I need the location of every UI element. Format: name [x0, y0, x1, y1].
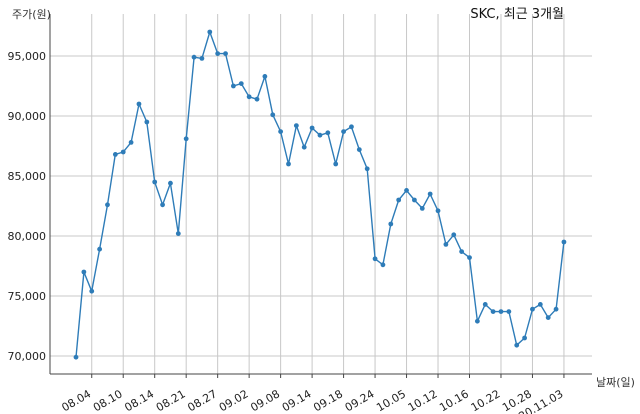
data-point: [175, 231, 181, 237]
data-point: [333, 161, 339, 167]
data-point: [223, 51, 228, 56]
data-point: [356, 147, 362, 153]
x-tick-label: 10.05: [374, 387, 408, 414]
data-point: [443, 242, 449, 247]
data-point: [404, 188, 409, 193]
x-tick-label: 09.02: [217, 387, 251, 414]
data-point: [309, 125, 315, 131]
data-point: [136, 101, 142, 107]
data-point: [388, 221, 394, 227]
x-axis-title: 날짜(일): [596, 375, 635, 389]
data-point: [231, 83, 236, 89]
data-point: [317, 132, 323, 138]
x-tick-label: 08.27: [185, 387, 219, 414]
data-points: [73, 29, 567, 360]
data-point: [301, 144, 307, 150]
data-point: [183, 136, 189, 142]
data-point: [278, 129, 284, 135]
y-tick-label: 90,000: [8, 110, 47, 123]
axes: [49, 14, 592, 378]
data-point: [349, 124, 354, 130]
data-point: [105, 202, 110, 208]
data-point: [474, 318, 480, 324]
x-tick-label: 10.16: [437, 387, 471, 414]
y-tick-label: 80,000: [8, 230, 47, 243]
data-point: [97, 246, 103, 252]
series-line: [75, 31, 565, 358]
data-point: [435, 208, 441, 214]
data-point: [522, 335, 527, 341]
tick-labels: 70,000 75,000 80,000 85,000 90,000 95,000 08.0…: [8, 50, 566, 414]
data-point: [451, 232, 457, 238]
data-point: [537, 302, 543, 307]
x-tick-label: 09.24: [343, 387, 377, 414]
data-point: [207, 29, 213, 35]
data-point: [419, 206, 425, 211]
data-point: [498, 309, 504, 314]
y-tick-label: 85,000: [8, 170, 47, 183]
data-point: [238, 81, 244, 86]
x-tick-label: 08.04: [59, 387, 93, 414]
data-point: [191, 54, 197, 60]
data-point: [293, 123, 299, 128]
data-point: [396, 197, 402, 203]
x-tick-label: 08.21: [154, 387, 188, 414]
data-point: [262, 74, 268, 79]
x-tick-label: 09.14: [280, 387, 314, 414]
data-point: [459, 249, 465, 255]
data-point: [286, 161, 291, 167]
y-tick-label: 75,000: [8, 290, 47, 303]
chart-title: SKC, 최근 3개월: [470, 7, 564, 22]
data-point: [364, 166, 370, 172]
data-point: [254, 96, 260, 102]
data-point: [553, 306, 559, 312]
data-point: [144, 119, 150, 125]
data-point: [168, 180, 173, 186]
data-point: [215, 51, 221, 56]
data-point: [128, 140, 134, 145]
x-tick-label: 09.08: [248, 387, 282, 414]
x-tick-label: 08.14: [122, 387, 156, 414]
x-tick-label: 10.12: [406, 387, 440, 414]
y-tick-label: 70,000: [8, 350, 47, 363]
data-point: [545, 315, 551, 320]
data-point: [530, 306, 535, 312]
series-line-layer: [75, 31, 565, 358]
data-point: [467, 255, 472, 260]
data-point: [482, 302, 488, 307]
y-axis-title: 주가(원): [12, 8, 51, 21]
data-point: [199, 56, 205, 61]
y-tick-label: 95,000: [8, 50, 47, 63]
data-point: [514, 342, 520, 348]
data-point: [506, 309, 512, 314]
x-tick-label: 09.18: [311, 387, 345, 414]
data-point: [73, 354, 79, 360]
data-point: [325, 130, 331, 136]
data-point: [270, 112, 276, 118]
data-point: [89, 288, 95, 294]
data-point: [160, 202, 165, 208]
data-point: [120, 149, 126, 155]
data-point: [372, 256, 378, 262]
data-point: [341, 129, 346, 135]
data-point: [412, 197, 417, 203]
x-tick-label: 08.10: [91, 387, 125, 414]
data-point: [81, 269, 87, 275]
data-point: [380, 262, 386, 268]
data-point: [246, 94, 252, 100]
data-point: [112, 152, 118, 157]
data-point: [490, 309, 496, 314]
data-point: [152, 179, 158, 185]
x-tick-label: 10.22: [469, 387, 503, 414]
data-point: [561, 239, 567, 245]
data-point: [427, 191, 433, 197]
grid-lines: [50, 14, 592, 374]
